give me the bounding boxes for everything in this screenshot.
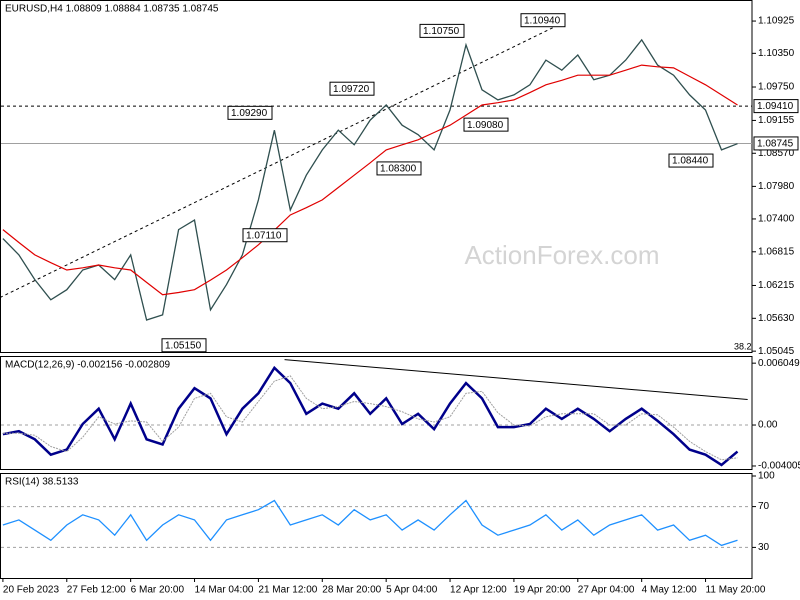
y-tick-label: 1.10925 [758, 16, 795, 27]
series-line [2, 375, 738, 461]
x-tick-label: 27 Apr 04:00 [578, 585, 635, 596]
annotation-box [419, 23, 465, 38]
y-tick-label: 1.09155 [758, 115, 795, 126]
y-tick-label: 1.07400 [758, 214, 795, 225]
x-tick-label: 20 Feb 2023 [3, 585, 60, 596]
y-tick-label: 0.00 [758, 420, 778, 431]
series-line [2, 64, 738, 296]
series-line [2, 499, 738, 547]
y-tick-label: 30 [758, 542, 770, 553]
x-tick-label: 5 Apr 04:00 [386, 585, 438, 596]
price-label: 1.09410 [757, 101, 794, 112]
series-line [2, 38, 738, 321]
annotation-box [376, 161, 422, 176]
annotation-label: 1.08440 [672, 156, 709, 167]
annotation-label: 1.10940 [524, 15, 561, 26]
y-tick-label: 70 [758, 501, 770, 512]
y-tick-label: 1.06815 [758, 246, 795, 257]
y-tick-label: 1.08570 [758, 148, 795, 159]
indicator-title: MACD(12,26,9) -0.002156 -0.002809 [5, 360, 171, 371]
annotation-box [242, 228, 288, 243]
annotation-label: 1.05150 [165, 340, 202, 351]
y-tick-label: 1.10350 [758, 48, 795, 59]
annotation-box [329, 81, 375, 96]
y-tick-label: 1.05045 [758, 346, 795, 357]
y-tick-label: 1.06215 [758, 280, 795, 291]
annotation-box [463, 117, 509, 132]
annotation-box [668, 153, 714, 168]
x-tick-label: 12 Apr 12:00 [450, 585, 507, 596]
annotation-label: 1.09080 [467, 120, 504, 131]
x-tick-label: 19 Apr 20:00 [514, 585, 571, 596]
y-tick-label: 1.05630 [758, 313, 795, 324]
x-tick-label: 6 Mar 20:00 [131, 585, 185, 596]
panel-frame [0, 473, 753, 579]
price-label: 1.08745 [757, 139, 794, 150]
x-tick-label: 4 May 12:00 [642, 585, 697, 596]
watermark: ActionForex.com [464, 240, 659, 270]
annotation-label: 1.10750 [423, 26, 460, 37]
x-tick-label: 27 Feb 12:00 [67, 585, 126, 596]
y-tick-label: 0.006049 [758, 358, 800, 369]
price-label-box [753, 136, 799, 151]
annotation-box [227, 105, 273, 120]
annotation-box [161, 338, 207, 353]
trend-line [284, 359, 748, 400]
y-tick-label: -0.004005 [758, 461, 800, 472]
price-label-box [753, 99, 799, 114]
indicator-title: EURUSD,H4 1.08809 1.08884 1.08735 1.0874… [5, 4, 219, 15]
x-tick-label: 28 Mar 20:00 [322, 585, 381, 596]
x-tick-label: 14 Mar 04:00 [195, 585, 254, 596]
panel-frame [0, 0, 753, 353]
annotation-label: 1.07110 [246, 230, 282, 241]
panel-frame [0, 356, 753, 470]
indicator-title: RSI(14) 38.5133 [5, 477, 79, 488]
trend-line [0, 21, 565, 298]
y-tick-label: 1.09750 [758, 82, 795, 93]
annotation-label: 1.08300 [380, 164, 417, 175]
annotation-label: 1.09290 [231, 108, 268, 119]
fib-level-label: 38.2 [734, 341, 752, 351]
annotation-box [520, 13, 566, 28]
x-tick-label: 11 May 20:00 [706, 585, 766, 596]
annotation-label: 1.09720 [333, 84, 370, 95]
y-tick-label: 1.07980 [758, 181, 795, 192]
x-tick-label: 21 Mar 12:00 [258, 585, 317, 596]
series-line [2, 365, 739, 467]
y-tick-label: 100 [758, 471, 775, 482]
